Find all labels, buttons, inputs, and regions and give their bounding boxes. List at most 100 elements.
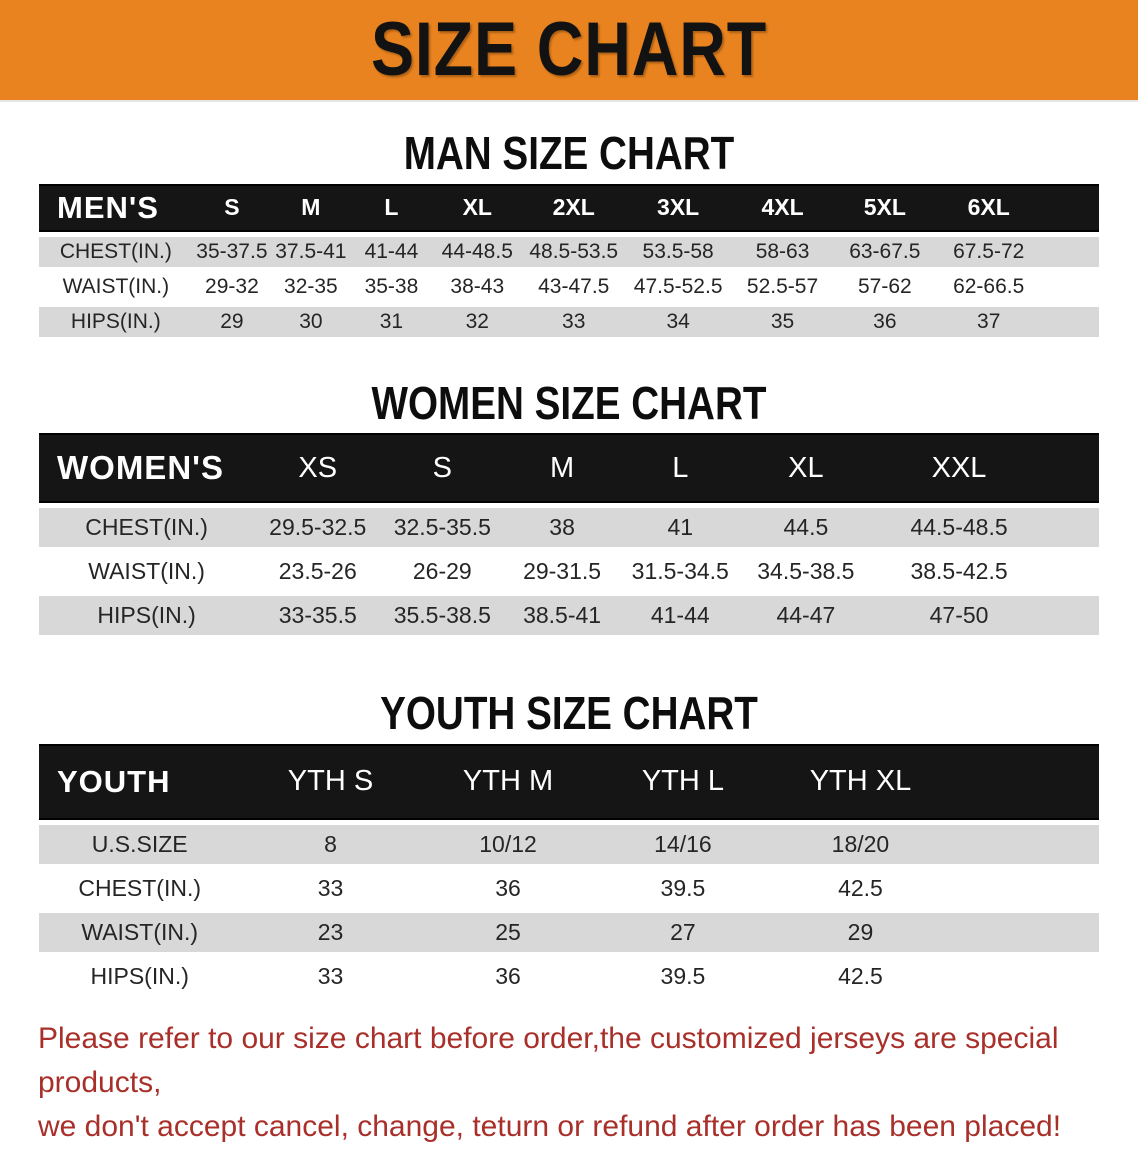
filler-cell	[1045, 433, 1099, 504]
size-value-cell: 36	[833, 306, 936, 337]
table-row: HIPS(IN.) 29 30 31 32 33 34 35 36 37	[39, 306, 1099, 337]
size-value-cell: 23	[240, 912, 421, 952]
size-value-cell: 63-67.5	[833, 236, 936, 267]
measurement-row-label: U.S.SIZE	[39, 824, 241, 864]
size-value-cell: 32	[432, 306, 523, 337]
size-value-cell: 39.5	[595, 956, 771, 996]
measurement-row-label: WAIST(IN.)	[39, 271, 193, 302]
table-row: HIPS(IN.) 33 36 39.5 42.5	[39, 956, 1099, 996]
size-column-header: L	[350, 183, 433, 232]
size-value-cell: 23.5-26	[254, 552, 382, 592]
size-value-cell: 38.5-42.5	[872, 552, 1046, 592]
filler-cell	[1045, 508, 1099, 548]
table-row: WAIST(IN.) 29-32 32-35 35-38 38-43 43-47.5 47.…	[39, 271, 1099, 302]
size-value-cell: 33	[240, 956, 421, 996]
size-value-cell: 30	[271, 306, 351, 337]
women-size-table: WOMEN'S XS S M L XL XXL CHEST(IN.) 29.5-32.5 32.5…	[39, 428, 1099, 640]
size-value-cell: 25	[420, 912, 596, 952]
size-column-header: 2XL	[522, 183, 626, 232]
size-value-cell: 62-66.5	[935, 271, 1042, 302]
size-value-cell: 10/12	[420, 824, 596, 864]
banner-title: SIZE CHART	[370, 7, 768, 92]
size-value-cell: 41	[620, 508, 740, 548]
table-row: WAIST(IN.) 23 25 27 29	[39, 912, 1099, 952]
size-column-header: 5XL	[833, 183, 936, 232]
size-value-cell: 33-35.5	[254, 596, 382, 636]
size-value-cell: 34	[625, 306, 732, 337]
size-value-cell: 44.5	[739, 508, 873, 548]
size-value-cell: 36	[420, 956, 596, 996]
footer-disclaimer: Please refer to our size chart before or…	[38, 1017, 1100, 1149]
size-value-cell: 14/16	[595, 824, 771, 864]
size-value-cell: 35-37.5	[192, 236, 272, 267]
size-column-header: M	[503, 433, 621, 504]
disclaimer-line-2: we don't accept cancel, change, teturn o…	[38, 1109, 1062, 1143]
measurement-row-label: CHEST(IN.)	[39, 868, 241, 908]
size-value-cell: 8	[240, 824, 421, 864]
filler-cell	[1041, 271, 1099, 302]
size-value-cell: 35-38	[350, 271, 433, 302]
disclaimer-line-1: Please refer to our size chart before or…	[38, 1021, 1059, 1099]
size-value-cell: 26-29	[381, 552, 504, 592]
filler-cell	[950, 868, 1099, 908]
size-value-cell: 37	[935, 306, 1042, 337]
measurement-row-label: HIPS(IN.)	[39, 306, 193, 337]
size-value-cell: 35.5-38.5	[381, 596, 504, 636]
size-column-header: XS	[254, 433, 382, 504]
size-value-cell: 52.5-57	[731, 271, 834, 302]
size-value-cell: 29-31.5	[503, 552, 621, 592]
size-column-header: M	[271, 183, 351, 232]
size-column-header: L	[620, 433, 740, 504]
table-row: CHEST(IN.) 29.5-32.5 32.5-35.5 38 41 44.5 44.5…	[39, 508, 1099, 548]
size-value-cell: 31	[350, 306, 433, 337]
size-value-cell: 41-44	[350, 236, 433, 267]
filler-cell	[1041, 306, 1099, 337]
size-column-header: S	[381, 433, 504, 504]
size-value-cell: 48.5-53.5	[522, 236, 626, 267]
size-value-cell: 44-47	[739, 596, 873, 636]
size-value-cell: 32.5-35.5	[381, 508, 504, 548]
measurement-row-label: WAIST(IN.)	[39, 912, 241, 952]
size-value-cell: 53.5-58	[625, 236, 732, 267]
size-value-cell: 35	[731, 306, 834, 337]
size-column-header: YTH S	[240, 743, 421, 820]
size-column-header: 6XL	[935, 183, 1042, 232]
size-value-cell: 38-43	[432, 271, 523, 302]
men-size-table: MEN'S S M L XL 2XL 3XL 4XL 5XL 6XL CHEST(IN.) 35-37…	[39, 179, 1099, 342]
size-value-cell: 47-50	[872, 596, 1046, 636]
table-row: WAIST(IN.) 23.5-26 26-29 29-31.5 31.5-34.5 34…	[39, 552, 1099, 592]
table-group-label: YOUTH	[39, 743, 241, 820]
size-value-cell: 37.5-41	[271, 236, 351, 267]
size-column-header: XXL	[872, 433, 1046, 504]
size-value-cell: 67.5-72	[935, 236, 1042, 267]
size-column-header: S	[192, 183, 272, 232]
table-row: HIPS(IN.) 33-35.5 35.5-38.5 38.5-41 41-44 44-…	[39, 596, 1099, 636]
size-value-cell: 47.5-52.5	[625, 271, 732, 302]
size-value-cell: 34.5-38.5	[739, 552, 873, 592]
size-column-header: YTH M	[420, 743, 596, 820]
filler-cell	[1045, 552, 1099, 592]
size-value-cell: 58-63	[731, 236, 834, 267]
measurement-row-label: WAIST(IN.)	[39, 552, 255, 592]
table-row: CHEST(IN.) 33 36 39.5 42.5	[39, 868, 1099, 908]
size-value-cell: 44.5-48.5	[872, 508, 1046, 548]
size-chart-banner: SIZE CHART	[0, 0, 1138, 102]
table-group-label: WOMEN'S	[39, 433, 255, 504]
size-value-cell: 36	[420, 868, 596, 908]
size-value-cell: 27	[595, 912, 771, 952]
measurement-row-label: CHEST(IN.)	[39, 236, 193, 267]
filler-cell	[1041, 236, 1099, 267]
table-group-label: MEN'S	[39, 183, 193, 232]
size-value-cell: 43-47.5	[522, 271, 626, 302]
size-value-cell: 29	[192, 306, 272, 337]
size-value-cell: 41-44	[620, 596, 740, 636]
size-column-header: YTH XL	[770, 743, 951, 820]
size-column-header: YTH L	[595, 743, 771, 820]
size-value-cell: 29-32	[192, 271, 272, 302]
size-value-cell: 29.5-32.5	[254, 508, 382, 548]
size-value-cell: 38	[503, 508, 621, 548]
size-value-cell: 38.5-41	[503, 596, 621, 636]
size-value-cell: 29	[770, 912, 951, 952]
measurement-row-label: HIPS(IN.)	[39, 596, 255, 636]
size-column-header: XL	[432, 183, 523, 232]
